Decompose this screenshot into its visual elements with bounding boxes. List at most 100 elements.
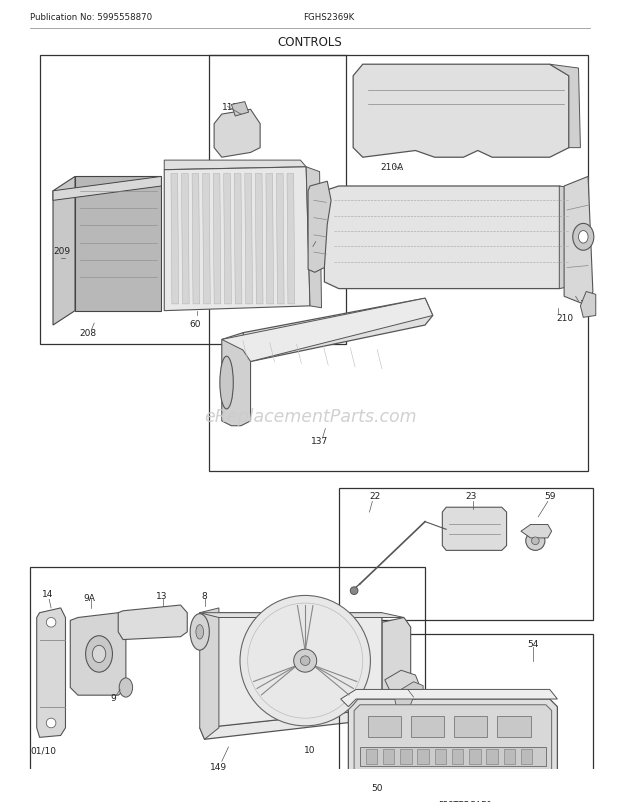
Polygon shape (224, 174, 231, 305)
Polygon shape (366, 749, 377, 764)
Bar (210, 55, 588, 472)
Polygon shape (348, 699, 557, 780)
Polygon shape (213, 174, 221, 305)
Polygon shape (200, 613, 404, 618)
Ellipse shape (119, 678, 133, 697)
Polygon shape (580, 292, 596, 318)
Polygon shape (383, 749, 394, 764)
Circle shape (240, 596, 370, 726)
Polygon shape (521, 525, 552, 538)
Polygon shape (245, 174, 252, 305)
Text: 23: 23 (466, 492, 477, 500)
Polygon shape (354, 705, 552, 778)
Ellipse shape (578, 231, 588, 244)
Polygon shape (200, 608, 219, 739)
Polygon shape (182, 174, 189, 305)
Text: 14: 14 (42, 589, 53, 598)
Polygon shape (234, 174, 242, 305)
Bar (40, 55, 347, 345)
Polygon shape (385, 670, 420, 697)
Text: eReplacementParts.com: eReplacementParts.com (204, 407, 416, 426)
Text: F58TEBCAE0: F58TEBCAE0 (438, 800, 492, 802)
Polygon shape (192, 174, 200, 305)
Ellipse shape (220, 357, 233, 410)
Polygon shape (410, 716, 445, 738)
Polygon shape (454, 716, 487, 738)
Polygon shape (118, 606, 187, 640)
Polygon shape (417, 749, 429, 764)
Polygon shape (452, 749, 463, 764)
Bar (339, 634, 593, 793)
Circle shape (301, 656, 310, 666)
Text: 8: 8 (202, 591, 208, 600)
Polygon shape (564, 177, 593, 306)
Polygon shape (360, 747, 546, 766)
Polygon shape (550, 65, 580, 148)
Text: 210: 210 (556, 314, 574, 322)
Polygon shape (75, 177, 161, 311)
Circle shape (531, 537, 539, 545)
Text: 59: 59 (544, 492, 556, 500)
Text: 10: 10 (304, 745, 316, 755)
Polygon shape (231, 103, 249, 117)
Text: 01/10: 01/10 (30, 745, 56, 755)
Circle shape (46, 719, 56, 728)
Ellipse shape (573, 224, 594, 251)
Text: 137: 137 (311, 436, 328, 445)
Polygon shape (200, 613, 382, 728)
Polygon shape (53, 177, 161, 201)
Polygon shape (521, 749, 533, 764)
Polygon shape (164, 161, 306, 171)
Polygon shape (340, 690, 557, 707)
Ellipse shape (196, 625, 203, 639)
Polygon shape (277, 174, 284, 305)
Text: CONTROLS: CONTROLS (278, 35, 342, 49)
Ellipse shape (92, 646, 106, 662)
Text: 13: 13 (156, 591, 167, 600)
Text: 22: 22 (370, 492, 381, 500)
Text: 139: 139 (580, 300, 596, 309)
Bar (30, 567, 425, 780)
Circle shape (526, 532, 545, 551)
Bar (339, 488, 593, 621)
Polygon shape (487, 749, 498, 764)
Polygon shape (394, 691, 414, 707)
Polygon shape (400, 749, 412, 764)
Text: 210A: 210A (380, 163, 403, 172)
Polygon shape (559, 187, 578, 290)
Text: 9: 9 (110, 693, 117, 702)
Polygon shape (503, 749, 515, 764)
Polygon shape (308, 182, 331, 273)
Polygon shape (53, 177, 75, 326)
Polygon shape (306, 168, 322, 309)
Circle shape (46, 618, 56, 627)
Circle shape (294, 650, 317, 672)
Circle shape (350, 587, 358, 595)
Polygon shape (266, 174, 273, 305)
Polygon shape (200, 709, 387, 739)
Polygon shape (353, 65, 569, 158)
Text: FGHS2369K: FGHS2369K (304, 13, 355, 22)
Polygon shape (255, 174, 263, 305)
Polygon shape (171, 174, 179, 305)
Text: 50: 50 (371, 783, 383, 792)
Polygon shape (214, 110, 260, 158)
Ellipse shape (190, 614, 210, 650)
Polygon shape (243, 299, 433, 362)
Polygon shape (287, 174, 294, 305)
Text: 81: 81 (316, 240, 327, 249)
Polygon shape (497, 716, 531, 738)
Text: 60: 60 (189, 319, 201, 328)
Text: 208: 208 (79, 329, 96, 338)
Polygon shape (435, 749, 446, 764)
Polygon shape (442, 508, 507, 551)
Text: Publication No: 5995558870: Publication No: 5995558870 (30, 13, 152, 22)
Text: 115: 115 (222, 103, 239, 111)
Polygon shape (222, 334, 250, 426)
Polygon shape (164, 168, 310, 311)
Polygon shape (203, 174, 210, 305)
Ellipse shape (86, 636, 112, 672)
Text: 149: 149 (210, 762, 228, 771)
Text: 5: 5 (414, 695, 419, 703)
Polygon shape (368, 716, 401, 738)
